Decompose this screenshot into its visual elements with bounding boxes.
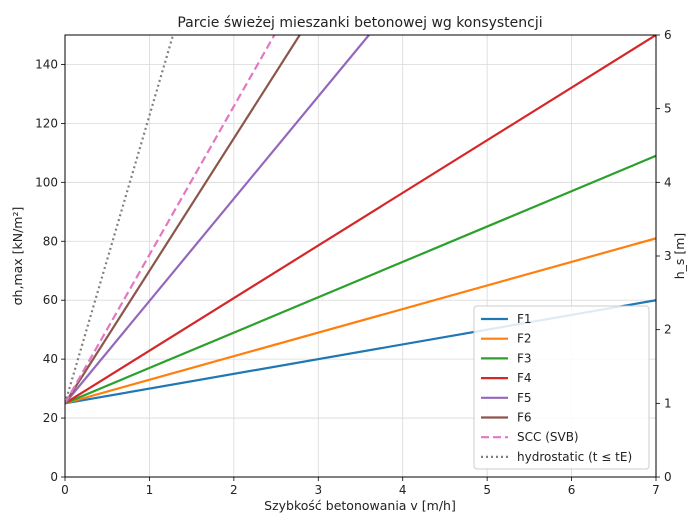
legend-box <box>473 305 650 470</box>
series-line-8 <box>65 35 175 404</box>
legend-label: F4 <box>517 371 532 385</box>
y-axis-label: σh,max [kN/m²] <box>10 207 25 306</box>
y-tick-label: 140 <box>35 57 58 71</box>
y2-tick-label: 1 <box>664 396 672 410</box>
x-tick-label: 4 <box>399 483 407 497</box>
x-tick-label: 5 <box>483 483 491 497</box>
series-line-5 <box>65 35 370 405</box>
legend-label: SCC (SVB) <box>517 430 579 444</box>
y-tick-label: 40 <box>43 352 58 366</box>
y-tick-label: 100 <box>35 175 58 189</box>
y2-tick-label: 2 <box>664 323 672 337</box>
x-tick-label: 0 <box>61 483 69 497</box>
y2-axis-label: h_s [m] <box>672 233 687 280</box>
series-lines <box>65 35 656 405</box>
x-tick-label: 2 <box>230 483 238 497</box>
legend-label: F6 <box>517 411 532 425</box>
series-line-6 <box>65 35 301 404</box>
y-tick-label: 20 <box>43 411 58 425</box>
series-line-2 <box>65 237 656 405</box>
y2-axis-ticks: 0 1 2 3 4 5 6 <box>656 28 672 484</box>
y2-tick-label: 4 <box>664 175 672 189</box>
legend: F1 F2 F3 F4 F5 F6 SCC (SVB) hydrostatic (t ≤ tE… <box>473 305 650 470</box>
x-axis-label: Szybkość betonowania v [m/h] <box>264 498 456 513</box>
chart-title: Parcie świeżej mieszanki betonowej wg ko… <box>177 15 542 31</box>
legend-label: F5 <box>517 391 532 405</box>
legend-label: hydrostatic (t ≤ tE) <box>517 450 632 464</box>
x-axis-ticks: 0 1 2 3 4 5 6 7 <box>61 477 660 497</box>
x-tick-label: 6 <box>568 483 576 497</box>
x-tick-label: 3 <box>314 483 322 497</box>
y-tick-label: 0 <box>50 470 58 484</box>
x-tick-label: 7 <box>652 483 660 497</box>
y2-tick-label: 0 <box>664 470 672 484</box>
y-tick-label: 120 <box>35 116 58 130</box>
legend-label: F2 <box>517 332 532 346</box>
x-tick-label: 1 <box>146 483 154 497</box>
grid <box>64 35 657 478</box>
legend-label: F1 <box>517 312 532 326</box>
series-line-4 <box>65 35 656 405</box>
series-line-3 <box>65 154 656 405</box>
y-tick-label: 60 <box>43 293 58 307</box>
legend-label: F3 <box>517 351 532 365</box>
y2-tick-label: 6 <box>664 28 672 42</box>
y2-tick-label: 5 <box>664 102 672 116</box>
y2-tick-label: 3 <box>664 249 672 263</box>
series-line-7 <box>65 35 276 404</box>
y-tick-label: 80 <box>43 234 58 248</box>
y-axis-ticks: 0 20 40 60 80 100 120 140 <box>35 57 65 484</box>
